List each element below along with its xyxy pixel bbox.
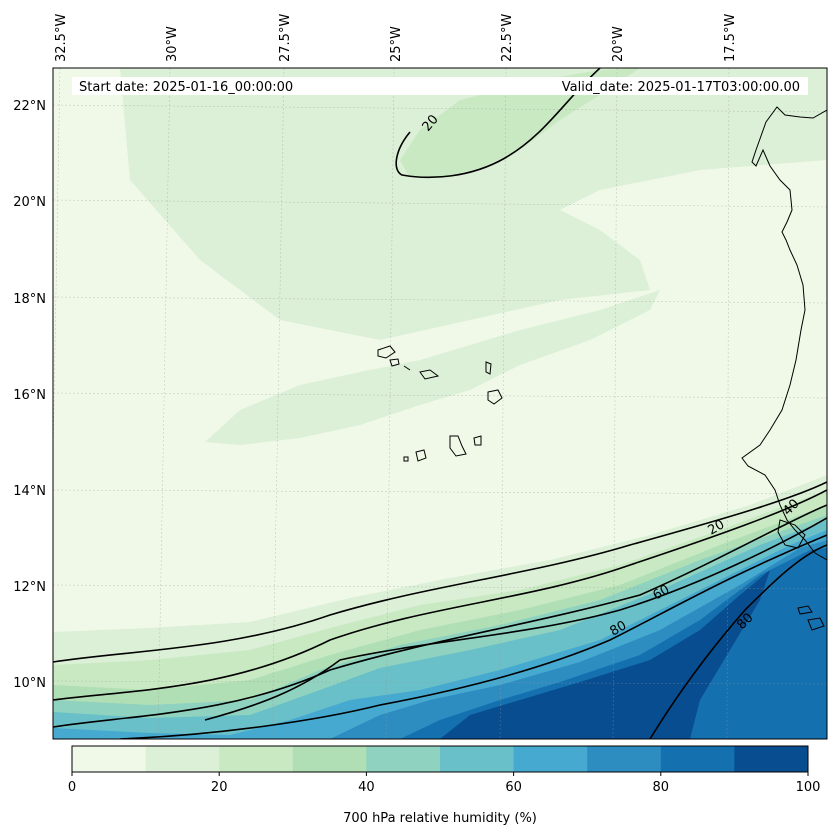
gridline-16n — [53, 392, 827, 399]
colorbar-swatch — [145, 746, 220, 772]
rh-band-80-90 — [400, 548, 827, 739]
island-maio — [473, 435, 482, 446]
contour-lines — [53, 68, 827, 739]
coastlines — [377, 106, 827, 631]
lat-label-20n: 20°N — [13, 195, 46, 210]
gridline-20n — [53, 199, 827, 208]
island-boa-vista — [487, 389, 503, 405]
colorbar-swatch — [660, 746, 735, 772]
lat-label-10n: 10°N — [13, 676, 46, 691]
bijagos-island-1 — [797, 605, 813, 615]
colorbar-swatch — [219, 746, 294, 772]
island-santiago — [449, 435, 467, 457]
island-santa-luzia — [403, 365, 411, 371]
start-date-label: Start date: 2025-01-16_00:00:00 — [79, 80, 293, 95]
lat-label-22n: 22°N — [13, 99, 46, 114]
gridline-22n — [53, 104, 827, 113]
lon-label-30w: 30°W — [165, 26, 180, 62]
colorbar-swatch — [72, 746, 147, 772]
colorbar: 0 20 40 60 80 100 700 hPa relative humidity (… — [68, 745, 821, 826]
island-fogo — [415, 449, 427, 462]
contour-20-south — [53, 481, 827, 663]
graticule — [53, 68, 827, 739]
contour-60 — [53, 504, 827, 728]
rh-band-10-20-tongue — [205, 290, 660, 445]
lat-label-16n: 16°N — [13, 388, 46, 403]
lat-labels: 22°N 20°N 18°N 16°N 14°N 12°N 10°N — [13, 99, 46, 691]
colorbar-tick-label: 60 — [505, 780, 522, 795]
island-brava — [403, 456, 409, 462]
colorbar-frame — [71, 745, 809, 773]
island-sao-vicente — [389, 358, 400, 367]
west-africa-coastline — [741, 106, 827, 561]
colorbar-swatch — [366, 746, 441, 772]
rh-gap-north — [560, 175, 827, 210]
contour-70 — [204, 517, 827, 721]
contour-40 — [53, 489, 827, 701]
senegal-gambia-coast — [777, 519, 806, 549]
lon-label-25w: 25°W — [389, 26, 404, 62]
contour-label-20-south: 20 — [706, 517, 728, 538]
colorbar-ticks: 0 20 40 60 80 100 — [68, 772, 821, 795]
rh-band-10-20-north — [53, 68, 827, 340]
lon-labels: 32.5°W 30°W 27.5°W 25°W 22.5°W 20°W 17.5… — [54, 14, 738, 62]
gridline-18n — [53, 296, 827, 304]
island-sao-nicolau — [419, 369, 440, 380]
lat-label-12n: 12°N — [13, 580, 46, 595]
contour-label-60: 60 — [651, 582, 673, 603]
lon-label-275w: 27.5°W — [278, 14, 293, 62]
lon-label-175w: 17.5°W — [723, 14, 738, 62]
rh-band-90-100 — [440, 570, 770, 739]
humidity-field — [53, 68, 827, 739]
colorbar-swatch — [440, 746, 515, 772]
contour-label-80-south: 80 — [608, 618, 630, 639]
lat-label-18n: 18°N — [13, 292, 46, 307]
rh-band-20-30-north — [400, 68, 640, 178]
lon-label-325w: 32.5°W — [54, 14, 69, 62]
colorbar-tick-label: 20 — [211, 780, 228, 795]
contour-80-east — [649, 544, 827, 739]
colorbar-tick-label: 0 — [68, 780, 76, 795]
lon-label-20w: 20°W — [611, 26, 626, 62]
colorbar-swatch — [587, 746, 662, 772]
lat-label-14n: 14°N — [13, 484, 46, 499]
colorbar-tick-label: 100 — [796, 780, 821, 795]
colorbar-tick-label: 80 — [653, 780, 670, 795]
colorbar-swatch — [513, 746, 588, 772]
colorbar-label: 700 hPa relative humidity (%) — [343, 811, 537, 826]
gridline-14n — [53, 489, 827, 495]
bijagos-island-2 — [807, 617, 825, 631]
date-header-box — [72, 77, 808, 95]
island-santo-antao — [377, 345, 396, 359]
colorbar-swatch — [292, 746, 367, 772]
contour-80 — [119, 534, 827, 739]
gridline-12n — [53, 584, 827, 590]
valid-date-label: Valid_date: 2025-01-17T03:00:00.00 — [562, 80, 800, 95]
lon-label-225w: 22.5°W — [500, 14, 515, 62]
island-sal — [485, 361, 492, 375]
colorbar-swatch — [734, 746, 809, 772]
map-frame — [52, 67, 828, 740]
colorbar-tick-label: 40 — [358, 780, 375, 795]
colorbar-swatches — [72, 746, 809, 772]
gridline-10n — [53, 680, 827, 685]
contour-20-north — [395, 68, 601, 179]
